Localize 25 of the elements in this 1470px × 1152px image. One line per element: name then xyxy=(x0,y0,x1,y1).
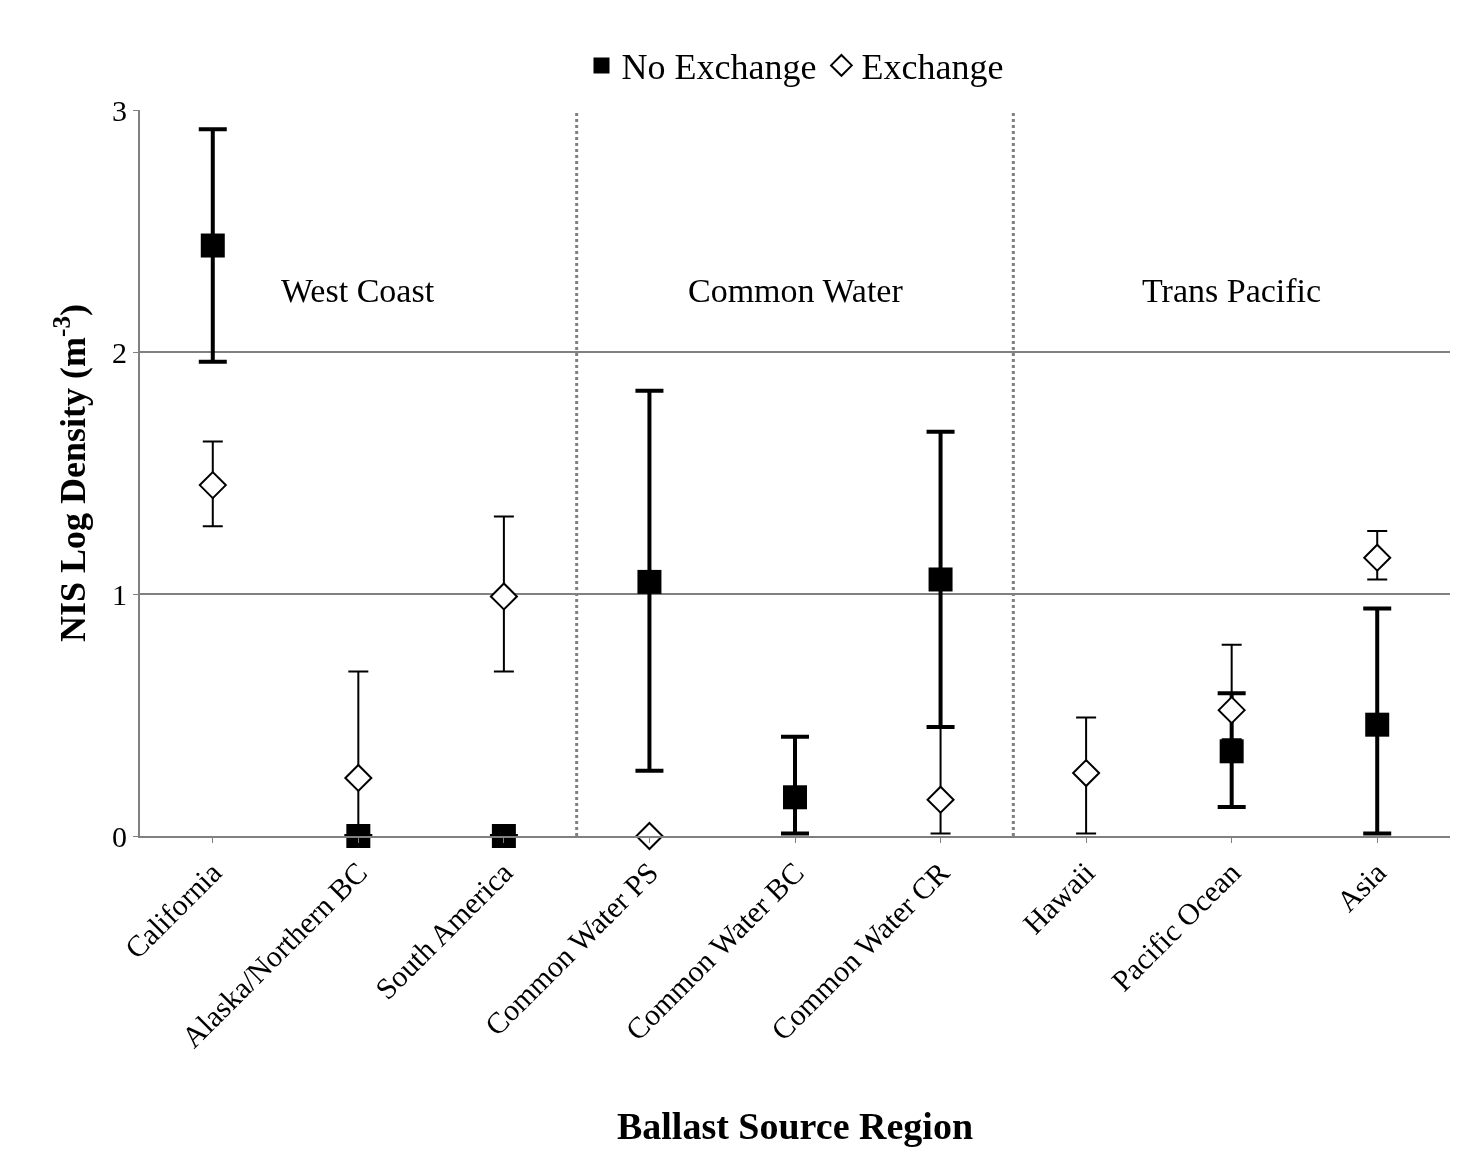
point xyxy=(198,471,227,500)
point xyxy=(1365,712,1390,737)
point xyxy=(489,582,518,611)
annotation: West Coast xyxy=(281,272,435,309)
annotation: Common Water xyxy=(688,272,904,309)
point xyxy=(344,763,373,792)
y-tick-label: 2 xyxy=(112,335,127,369)
point xyxy=(1363,543,1392,572)
x-axis-title: Ballast Source Region xyxy=(616,1105,974,1148)
annotation: Trans Pacific xyxy=(1142,272,1322,309)
point xyxy=(200,233,225,258)
point xyxy=(1219,739,1244,764)
x-tick-label: Asia xyxy=(1329,855,1393,918)
y-tick-label: 1 xyxy=(112,577,127,611)
y-tick-label: 0 xyxy=(112,819,127,853)
y-tick-label: 3 xyxy=(112,93,127,127)
point xyxy=(491,824,516,848)
point xyxy=(1217,696,1246,725)
legend-label: Exchange xyxy=(861,47,1004,88)
point xyxy=(1072,759,1101,788)
point xyxy=(928,567,953,592)
legend-label: No Exchange xyxy=(621,47,817,88)
point xyxy=(926,785,955,814)
point xyxy=(783,785,807,810)
point xyxy=(637,569,662,594)
